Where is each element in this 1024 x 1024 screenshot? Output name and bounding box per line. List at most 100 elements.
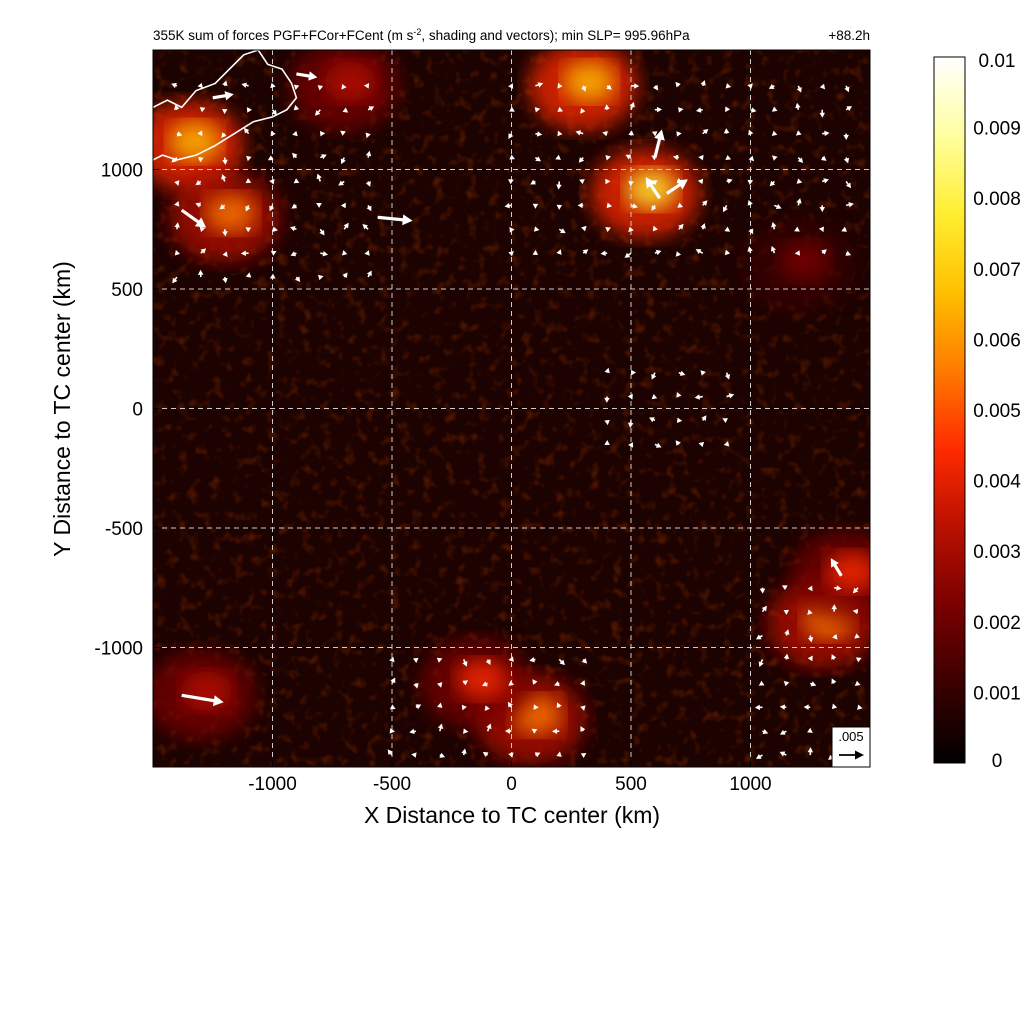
force-vector [342,107,349,113]
y-tick-label: -1000 [94,639,143,660]
force-vector [292,130,298,137]
force-vector [529,657,536,663]
force-vector [676,131,682,137]
force-vector [724,249,731,256]
force-vector [532,249,539,256]
force-vector [578,157,585,163]
force-vector [627,420,634,428]
force-vector [366,204,372,212]
force-vectors [171,71,863,761]
force-vector [769,180,776,187]
force-vector [436,657,443,663]
force-vector [783,680,790,687]
force-vector [807,727,813,733]
force-vector [437,723,444,732]
force-vector [411,752,417,758]
force-vector [508,133,514,139]
force-vector [176,131,183,137]
force-vector [755,753,763,759]
force-vector [770,245,777,254]
force-vector [722,418,729,424]
reference-vector-box: .005 [831,726,871,768]
force-vector [755,634,763,640]
force-vector [604,396,610,403]
chart-title: 355K sum of forces PGF+FCor+FCent (m s-2… [153,27,690,43]
force-vector [795,130,802,136]
force-vector [389,656,395,663]
force-vector [534,752,541,758]
force-vector [341,83,347,90]
force-vector [579,179,585,185]
force-vector [343,222,349,230]
force-vector [794,250,801,256]
force-vector [779,704,787,710]
force-vector [821,178,829,184]
force-vector [340,130,346,136]
x-tick-label: -1000 [248,774,297,795]
force-vector [649,417,656,423]
y-tick-label: 500 [111,280,143,301]
force-vector [818,226,824,233]
force-vector [665,179,688,195]
colorbar-tick-label: 0.002 [973,613,1021,634]
force-vector [772,155,778,161]
force-vector [577,202,584,209]
force-vector [580,705,586,711]
force-vector [627,393,633,400]
heatmap-hotspot [791,530,870,621]
colorbar-tick-label: 0.01 [979,51,1016,72]
force-vector [651,393,658,400]
force-vector [556,181,562,190]
force-vector [628,226,634,233]
force-vector [174,104,180,111]
force-vector [174,180,180,186]
force-vector [604,104,610,110]
force-vector [222,229,228,237]
force-vector [532,679,538,685]
force-vector [222,276,228,284]
force-vector [535,131,543,137]
force-vector [198,157,204,163]
force-vector [377,214,413,226]
force-vector [726,393,735,399]
force-vector [819,83,826,90]
force-vector [700,370,706,376]
force-vector [779,729,787,735]
force-vector [774,204,782,210]
force-vector [857,704,863,710]
force-vector [809,681,817,687]
force-vector [702,128,709,135]
force-vector [195,179,202,186]
force-vector [554,680,560,687]
force-vector [653,129,665,158]
force-vector [831,604,837,612]
force-vector [758,680,765,686]
force-vector [362,224,369,230]
force-vector [556,751,562,757]
force-vector [845,250,852,256]
force-vector [508,83,514,89]
force-vector [675,251,682,257]
force-vector [779,751,787,757]
force-vector [748,129,754,136]
force-vector [672,154,679,161]
force-vector [605,227,611,233]
force-vector [484,705,490,712]
force-vector [807,655,813,662]
force-vector [240,250,249,257]
force-vector [768,84,775,89]
force-vector [698,154,704,161]
force-vector [365,181,371,187]
force-vector [338,180,345,186]
colorbar-tick-label: 0.005 [973,401,1021,422]
y-tick-label: 1000 [101,161,143,182]
force-vector [844,85,850,93]
force-vector [843,133,849,140]
heatmap-hotspot [153,100,244,191]
force-vector [606,202,613,209]
force-vector [630,83,640,89]
force-vector [654,442,662,448]
force-vector [245,178,252,184]
heatmap-hotspot [169,172,280,263]
force-vector [439,752,446,758]
